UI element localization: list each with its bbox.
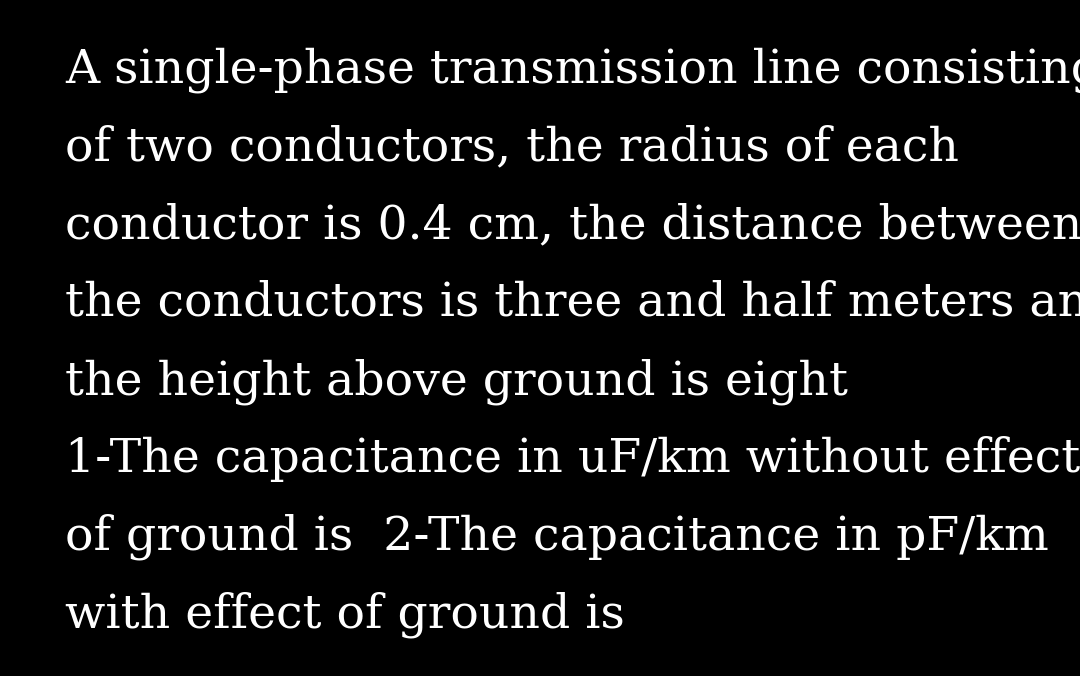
Text: 1-The capacitance in uF/km without effect: 1-The capacitance in uF/km without effec… bbox=[65, 436, 1080, 482]
Text: A single-phase transmission line consisting: A single-phase transmission line consist… bbox=[65, 47, 1080, 93]
Text: of two conductors, the radius of each: of two conductors, the radius of each bbox=[65, 125, 959, 170]
Text: the height above ground is eight: the height above ground is eight bbox=[65, 358, 848, 405]
Text: the conductors is three and half meters and: the conductors is three and half meters … bbox=[65, 281, 1080, 326]
Text: with effect of ground is: with effect of ground is bbox=[65, 592, 624, 638]
Text: conductor is 0.4 cm, the distance between: conductor is 0.4 cm, the distance betwee… bbox=[65, 203, 1080, 248]
Text: of ground is  2-The capacitance in pF/km: of ground is 2-The capacitance in pF/km bbox=[65, 514, 1049, 560]
